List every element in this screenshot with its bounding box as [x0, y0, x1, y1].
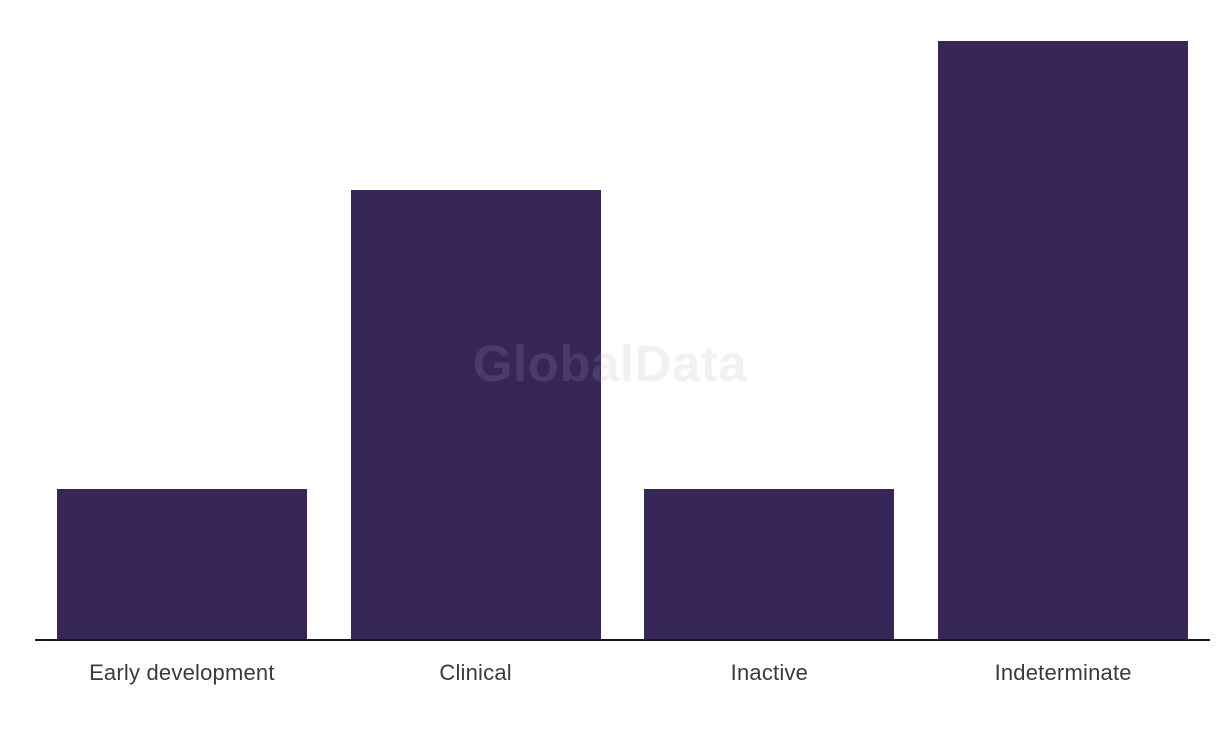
x-axis-labels: Early development Clinical Inactive Indeter… [35, 659, 1210, 687]
bar-slot-inactive [623, 11, 917, 639]
x-axis-label-early-development: Early development [89, 660, 275, 685]
bar-indeterminate[interactable] [938, 40, 1189, 639]
bar-slot-clinical [329, 11, 623, 639]
plot-area [35, 11, 1210, 639]
bar-slot-early-development [35, 11, 329, 639]
bar-clinical[interactable] [350, 190, 601, 639]
x-axis-label-clinical: Clinical [439, 660, 512, 685]
x-axis-line [35, 639, 1210, 641]
bar-early-development[interactable] [56, 489, 307, 639]
x-axis-label-indeterminate: Indeterminate [994, 660, 1132, 685]
bar-inactive[interactable] [644, 489, 895, 639]
bar-slot-indeterminate [916, 11, 1210, 639]
x-axis-label-inactive: Inactive [730, 660, 809, 685]
